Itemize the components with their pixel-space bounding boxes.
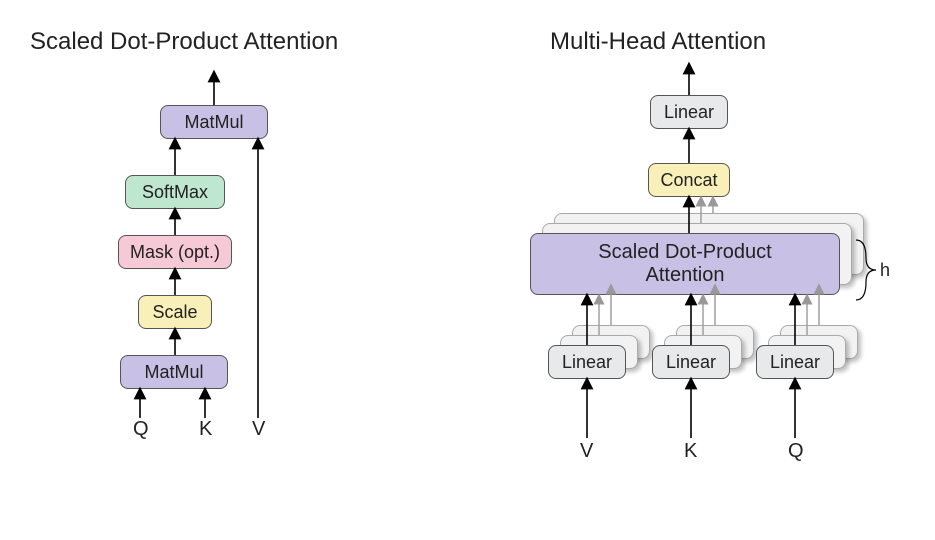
node-linear-k: Linear xyxy=(652,345,730,379)
node-linear-v: Linear xyxy=(548,345,626,379)
left-input-Q: Q xyxy=(133,418,149,441)
node-matmul-top: MatMul xyxy=(160,105,268,139)
node-matmul-bot: MatMul xyxy=(120,355,228,389)
node-matmul-bot-label: MatMul xyxy=(144,362,203,383)
node-softmax: SoftMax xyxy=(125,175,225,209)
right-input-V: V xyxy=(580,440,593,463)
left-input-K: K xyxy=(199,418,212,441)
node-mask: Mask (opt.) xyxy=(118,235,232,269)
left-input-V: V xyxy=(252,418,265,441)
h-label: h xyxy=(880,260,890,281)
right-title-text: Multi-Head Attention xyxy=(550,28,766,55)
node-linear-q-label: Linear xyxy=(770,352,820,373)
node-scale-label: Scale xyxy=(152,302,197,323)
left-title-text: Scaled Dot-Product Attention xyxy=(30,28,338,55)
right-input-Q: Q xyxy=(788,440,804,463)
node-concat: Concat xyxy=(648,163,730,197)
node-concat-label: Concat xyxy=(660,170,717,191)
node-linear-top-label: Linear xyxy=(664,102,714,123)
node-scale: Scale xyxy=(138,295,212,329)
right-title: Multi-Head Attention xyxy=(550,28,766,56)
node-matmul-top-label: MatMul xyxy=(184,112,243,133)
node-linear-k-label: Linear xyxy=(666,352,716,373)
node-sdpa-label: Scaled Dot-Product Attention xyxy=(598,241,771,287)
node-linear-q: Linear xyxy=(756,345,834,379)
node-sdpa: Scaled Dot-Product Attention xyxy=(530,233,840,295)
node-linear-top: Linear xyxy=(650,95,728,129)
node-mask-label: Mask (opt.) xyxy=(130,242,220,263)
right-input-K: K xyxy=(684,440,697,463)
node-linear-v-label: Linear xyxy=(562,352,612,373)
node-softmax-label: SoftMax xyxy=(142,182,208,203)
left-title: Scaled Dot-Product Attention xyxy=(30,28,338,56)
diagram-canvas: Scaled Dot-Product Attention Multi-Head … xyxy=(0,0,935,540)
